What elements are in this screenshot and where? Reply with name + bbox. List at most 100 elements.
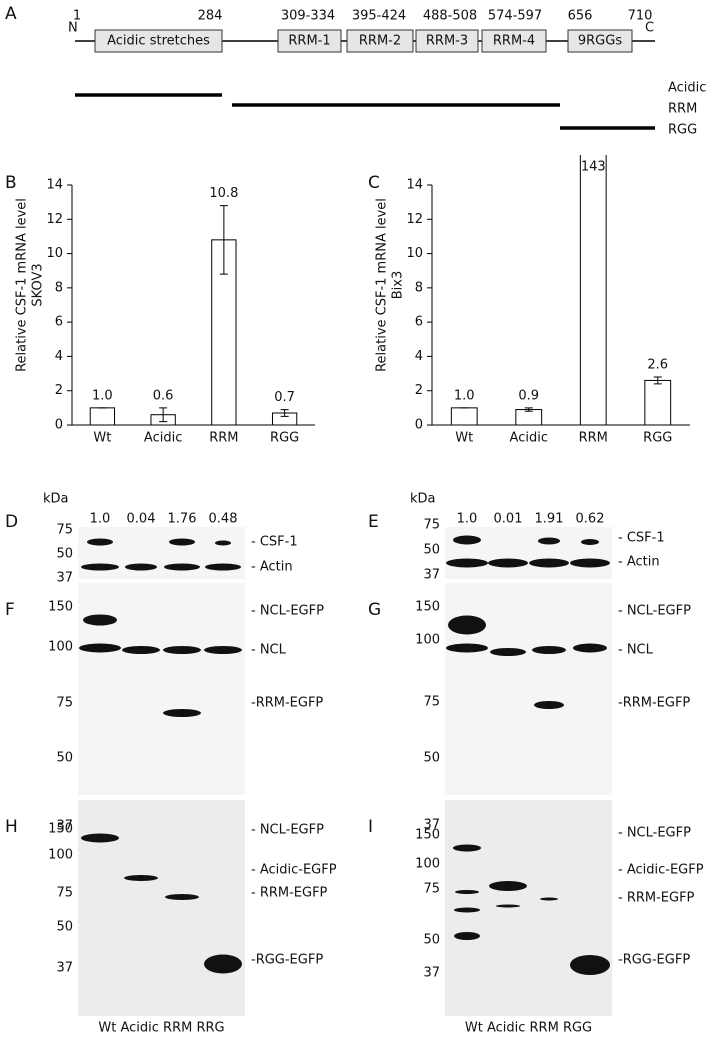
quant-label: 1.0 (90, 512, 111, 527)
panel-label: G (368, 600, 381, 620)
marker-label: 50 (56, 920, 73, 935)
domain-box (94, 29, 223, 53)
band (163, 709, 201, 717)
marker-label: 75 (423, 882, 440, 897)
band-label: -RRM-EGFP (618, 696, 690, 711)
quant-label: 0.04 (127, 512, 156, 527)
marker-label: 50 (56, 547, 73, 562)
c-terminus: C (645, 21, 654, 36)
y-tick-label: 8 (415, 280, 423, 295)
domain-label: RRM-1 (288, 34, 330, 49)
domain-label: RRM-3 (426, 34, 468, 49)
band (496, 904, 520, 908)
band (83, 614, 117, 626)
marker-label: 150 (48, 600, 73, 615)
marker-label: 75 (423, 695, 440, 710)
n-terminus: N (68, 21, 78, 36)
band-label: - RRM-EGFP (618, 891, 695, 906)
band (164, 563, 200, 571)
band (454, 932, 480, 940)
marker-label: 37 (423, 818, 440, 833)
x-tick-label: Wt (455, 431, 473, 446)
panel-label: C (368, 173, 380, 193)
band (581, 539, 599, 545)
bar (644, 379, 672, 425)
panel-label: B (5, 173, 17, 193)
y-tick-label: 12 (46, 212, 63, 227)
position-label: 574-597 (488, 9, 542, 24)
marker-label: 37 (56, 819, 73, 834)
construct-label: Acidic (668, 81, 706, 96)
y-tick-label: 4 (55, 349, 63, 364)
value-label: 0.9 (518, 388, 539, 403)
value-label: 2.6 (647, 358, 668, 373)
construct-label: RGG (668, 123, 697, 138)
band-label: - NCL (251, 643, 287, 658)
band (529, 558, 569, 568)
error-bar (159, 407, 168, 423)
marker-label: 37 (56, 961, 73, 976)
band (169, 538, 195, 546)
marker-label: 100 (415, 633, 440, 648)
y-tick-label: 14 (406, 178, 423, 193)
x-tick-label: Acidic (144, 431, 182, 446)
construct-label: RRM (668, 102, 697, 117)
band-label: - NCL-EGFP (251, 823, 324, 838)
band-label: -RGG-EGFP (618, 953, 690, 968)
band (448, 615, 486, 635)
panel-label: A (5, 4, 17, 24)
bar (579, 155, 607, 425)
x-tick-label: RGG (270, 431, 299, 446)
panel-label: F (5, 600, 15, 620)
quant-label: 0.48 (209, 512, 238, 527)
band-label: - NCL-EGFP (618, 604, 691, 619)
lane-labels: Wt Acidic RRM RGG (465, 1021, 592, 1036)
position-label: 656 (568, 9, 593, 24)
y-tick-label: 14 (46, 178, 63, 193)
marker-label: 75 (423, 518, 440, 533)
band (453, 535, 481, 545)
y-tick-label: 2 (55, 383, 63, 398)
band-label: - CSF-1 (251, 535, 298, 550)
position-label: 710 (628, 9, 653, 24)
band (446, 643, 488, 653)
band (455, 890, 479, 894)
y-axis-label: Relative CSF-1 mRNA level (15, 198, 30, 372)
x-tick-label: RGG (643, 431, 672, 446)
x-tick-label: RRM (579, 431, 608, 446)
y-tick-label: 10 (46, 246, 63, 261)
y-axis-label: SKOV3 (31, 263, 46, 306)
y-tick-label: 12 (406, 212, 423, 227)
value-label: 1.0 (92, 388, 113, 403)
marker-label: 100 (48, 848, 73, 863)
blot (445, 527, 612, 579)
quant-label: 1.0 (457, 512, 478, 527)
position-label: 309-334 (281, 9, 335, 24)
band-label: - NCL-EGFP (251, 604, 324, 619)
quant-label: 0.01 (494, 512, 523, 527)
band-label: - NCL-EGFP (618, 826, 691, 841)
band (490, 648, 526, 656)
marker-label: 50 (423, 751, 440, 766)
panel-label: E (368, 512, 379, 532)
band (454, 907, 480, 913)
band-label: - Actin (251, 560, 293, 575)
error-bar (280, 409, 289, 417)
blot (78, 527, 245, 579)
marker-label: 100 (415, 857, 440, 872)
marker-label: 75 (56, 696, 73, 711)
band (122, 646, 160, 654)
y-tick-label: 8 (55, 280, 63, 295)
domain-label: RRM-2 (359, 34, 401, 49)
band (540, 897, 558, 901)
band (534, 701, 564, 709)
band (124, 875, 158, 881)
marker-label: 50 (423, 543, 440, 558)
x-tick-label: Wt (93, 431, 111, 446)
value-label: 0.6 (153, 388, 174, 403)
marker-label: 50 (423, 933, 440, 948)
error-bar (653, 376, 662, 385)
band-label: - Actin (618, 555, 660, 570)
band-label: - RRM-EGFP (251, 886, 328, 901)
